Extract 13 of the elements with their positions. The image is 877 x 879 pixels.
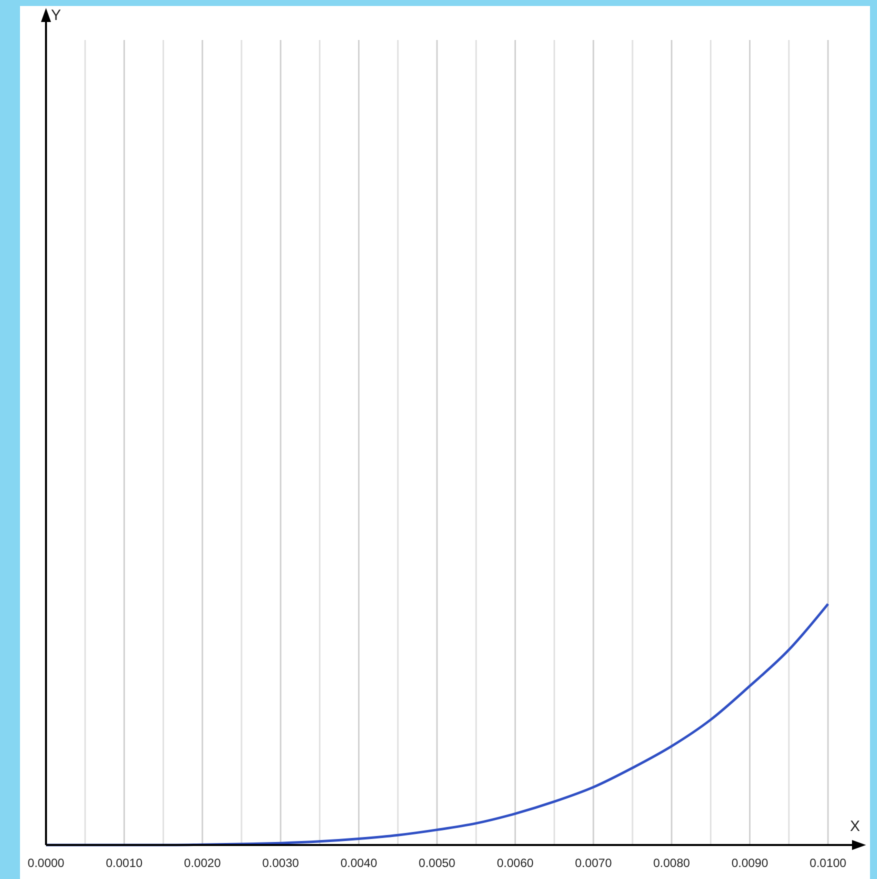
- x-tick-label: 0.0060: [496, 856, 534, 870]
- x-tick-label: 0.0000: [28, 856, 65, 870]
- x-tick-label: 0.0090: [731, 856, 768, 870]
- x-tick-label: 0.0020: [184, 856, 222, 870]
- x-tick-label: 0.0030: [262, 856, 300, 870]
- x-tick-label: 0.0050: [418, 856, 456, 870]
- x-tick-label: 0.0040: [340, 856, 378, 870]
- x-tick-label: 0.0100: [810, 856, 847, 870]
- x-tick-label: 0.0070: [575, 856, 612, 870]
- text: Y: [51, 7, 62, 24]
- x-tick-label: 0.0010: [106, 856, 143, 870]
- x-tick-label: 0.0080: [653, 856, 690, 870]
- x-axis-title: X: [850, 818, 860, 835]
